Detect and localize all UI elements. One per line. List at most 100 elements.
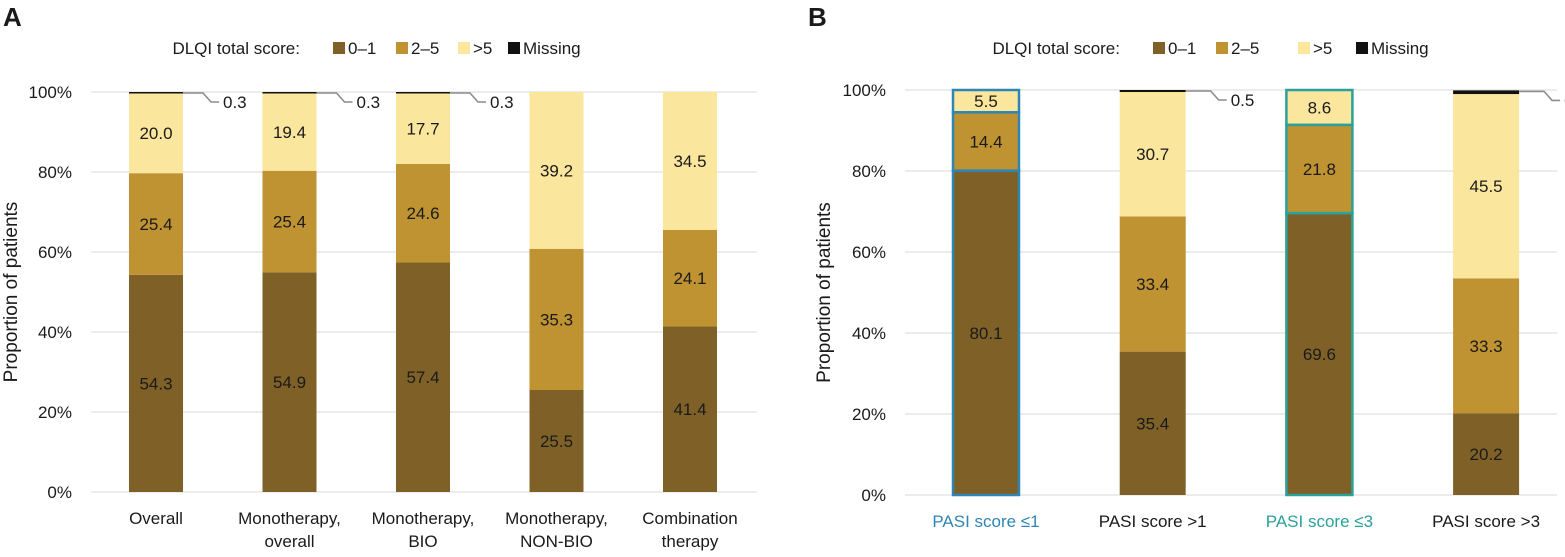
bar-segment-pasi-score-1-2-5 [951, 111, 1021, 172]
data-label: 25.5 [540, 432, 573, 451]
data-label-missing: 0.3 [357, 93, 381, 112]
panel-label-a: A [3, 2, 22, 32]
data-label: 25.4 [139, 215, 172, 234]
panel-a-chart: A DLQI total score: 0–1 2–5 >5 Missing 0% 20% 40… [1, 2, 757, 551]
data-label: 20.0 [139, 124, 172, 143]
y-tick-label: 100% [843, 81, 886, 100]
bar-segment-overall-0-1 [129, 274, 183, 492]
legend-label: >5 [473, 39, 492, 58]
bar-segment-pasi-score-1-gt5 [1119, 92, 1186, 217]
data-label: 69.6 [1303, 345, 1336, 364]
x-category-label: PASI score >3 [1432, 512, 1540, 531]
data-label-missing: 0.3 [223, 93, 247, 112]
bar-segment-overall-gt5 [129, 93, 183, 174]
bar-segment-monotherapy-non-bio-0-1 [529, 390, 584, 492]
legend-swatch-0-1 [333, 42, 345, 54]
bar-segment-pasi-score-1-0-1 [1119, 351, 1186, 495]
bar-segment-pasi-score-3-gt5 [1285, 88, 1354, 127]
y-tick-label: 40% [852, 324, 886, 343]
data-label: 54.9 [273, 373, 306, 392]
bar-segment-monotherapy-non-bio-gt5 [529, 92, 584, 249]
data-label: 35.4 [1136, 414, 1169, 433]
y-axis-label: Proportion of patients [1, 202, 22, 383]
bar-segment-overall-2-5 [129, 173, 183, 275]
legend-swatch-0-1 [1153, 42, 1165, 54]
legend-label: Missing [1371, 39, 1429, 58]
data-label: 8.6 [1308, 98, 1332, 117]
data-label-missing: 0.3 [490, 93, 514, 112]
x-category-label: overall [264, 532, 314, 551]
missing-leader-line [316, 92, 353, 103]
y-tick-label: 80% [852, 162, 886, 181]
x-category-label: NON-BIO [520, 532, 593, 551]
bar-segment-pasi-score-1-2-5 [1119, 216, 1186, 352]
legend-swatch-gt5 [1298, 42, 1310, 54]
bar-segment-pasi-score-3-0-1 [1285, 211, 1354, 497]
data-label: 20.2 [1470, 445, 1503, 464]
data-label: 33.4 [1136, 275, 1169, 294]
data-label: 30.7 [1136, 145, 1169, 164]
legend-swatch-gt5 [458, 42, 470, 54]
legend-title: DLQI total score: [172, 39, 300, 58]
legend-title: DLQI total score: [992, 39, 1120, 58]
bar-segment-monotherapy-overall-2-5 [262, 170, 317, 273]
data-label: 54.3 [139, 374, 172, 393]
y-tick-label: 80% [38, 163, 72, 182]
bar-segment-monotherapy-overall-missing [262, 92, 317, 94]
missing-leader-line [183, 92, 219, 103]
x-category-label: Monotherapy, [372, 509, 475, 528]
x-category-label: therapy [662, 532, 719, 551]
data-label: 39.2 [540, 161, 573, 180]
bar-segment-pasi-score-3-gt5 [1453, 94, 1520, 279]
data-label: 41.4 [673, 400, 706, 419]
data-label: 34.5 [673, 152, 706, 171]
x-category-label: PASI score >1 [1099, 512, 1207, 531]
y-tick-label: 60% [852, 243, 886, 262]
legend-swatch-missing [508, 42, 520, 54]
bar-segment-monotherapy-bio-2-5 [396, 164, 450, 263]
legend-swatch-2-5 [1216, 42, 1228, 54]
bar-segment-pasi-score-1-gt5 [951, 88, 1021, 114]
data-label-missing: 0.5 [1231, 91, 1255, 110]
data-label: 25.4 [273, 213, 306, 232]
missing-leader-line [1519, 90, 1561, 102]
legend-swatch-missing [1356, 42, 1368, 54]
legend-swatch-2-5 [396, 42, 408, 54]
bar-segment-pasi-score-3-2-5 [1285, 123, 1354, 215]
y-tick-label: 0% [861, 486, 886, 505]
y-axis-label: Proportion of patients [814, 202, 835, 383]
data-label: 24.1 [673, 269, 706, 288]
legend-label: 0–1 [1168, 39, 1196, 58]
bar-segment-overall-missing [129, 92, 183, 94]
data-label: 17.7 [406, 120, 439, 139]
bar-segment-pasi-score-1-missing [1119, 90, 1186, 93]
legend-label: >5 [1313, 39, 1332, 58]
y-tick-label: 0% [47, 483, 72, 502]
bar-segment-pasi-score-3-missing [1453, 90, 1520, 95]
legend-label: 0–1 [348, 39, 376, 58]
data-label: 45.5 [1470, 177, 1503, 196]
bar-segment-pasi-score-3-2-5 [1453, 278, 1520, 414]
x-category-label: Monotherapy, [238, 509, 341, 528]
data-label: 14.4 [969, 132, 1002, 151]
legend-label: Missing [523, 39, 581, 58]
panel-b-chart: B DLQI total score: 0–1 2–5 >5 Missing 0% 20% 40… [808, 2, 1565, 531]
panel-label-b: B [808, 2, 827, 32]
data-label: 5.5 [974, 92, 998, 111]
y-tick-label: 60% [38, 243, 72, 262]
bar-segment-monotherapy-bio-missing [396, 92, 450, 94]
bar-segment-combination-therapy-0-1 [663, 326, 717, 492]
x-category-label: BIO [408, 532, 437, 551]
bar-segment-combination-therapy-gt5 [663, 92, 717, 230]
y-tick-label: 40% [38, 323, 72, 342]
legend-label: 2–5 [411, 39, 439, 58]
missing-leader-line [450, 92, 486, 103]
bar-segment-monotherapy-bio-gt5 [396, 93, 450, 164]
data-label: 57.4 [406, 368, 439, 387]
x-category-label: Overall [129, 509, 183, 528]
bar-segment-combination-therapy-2-5 [663, 230, 717, 327]
bar-segment-monotherapy-non-bio-2-5 [529, 248, 584, 390]
legend-label: 2–5 [1231, 39, 1259, 58]
missing-leader-line [1185, 90, 1227, 101]
